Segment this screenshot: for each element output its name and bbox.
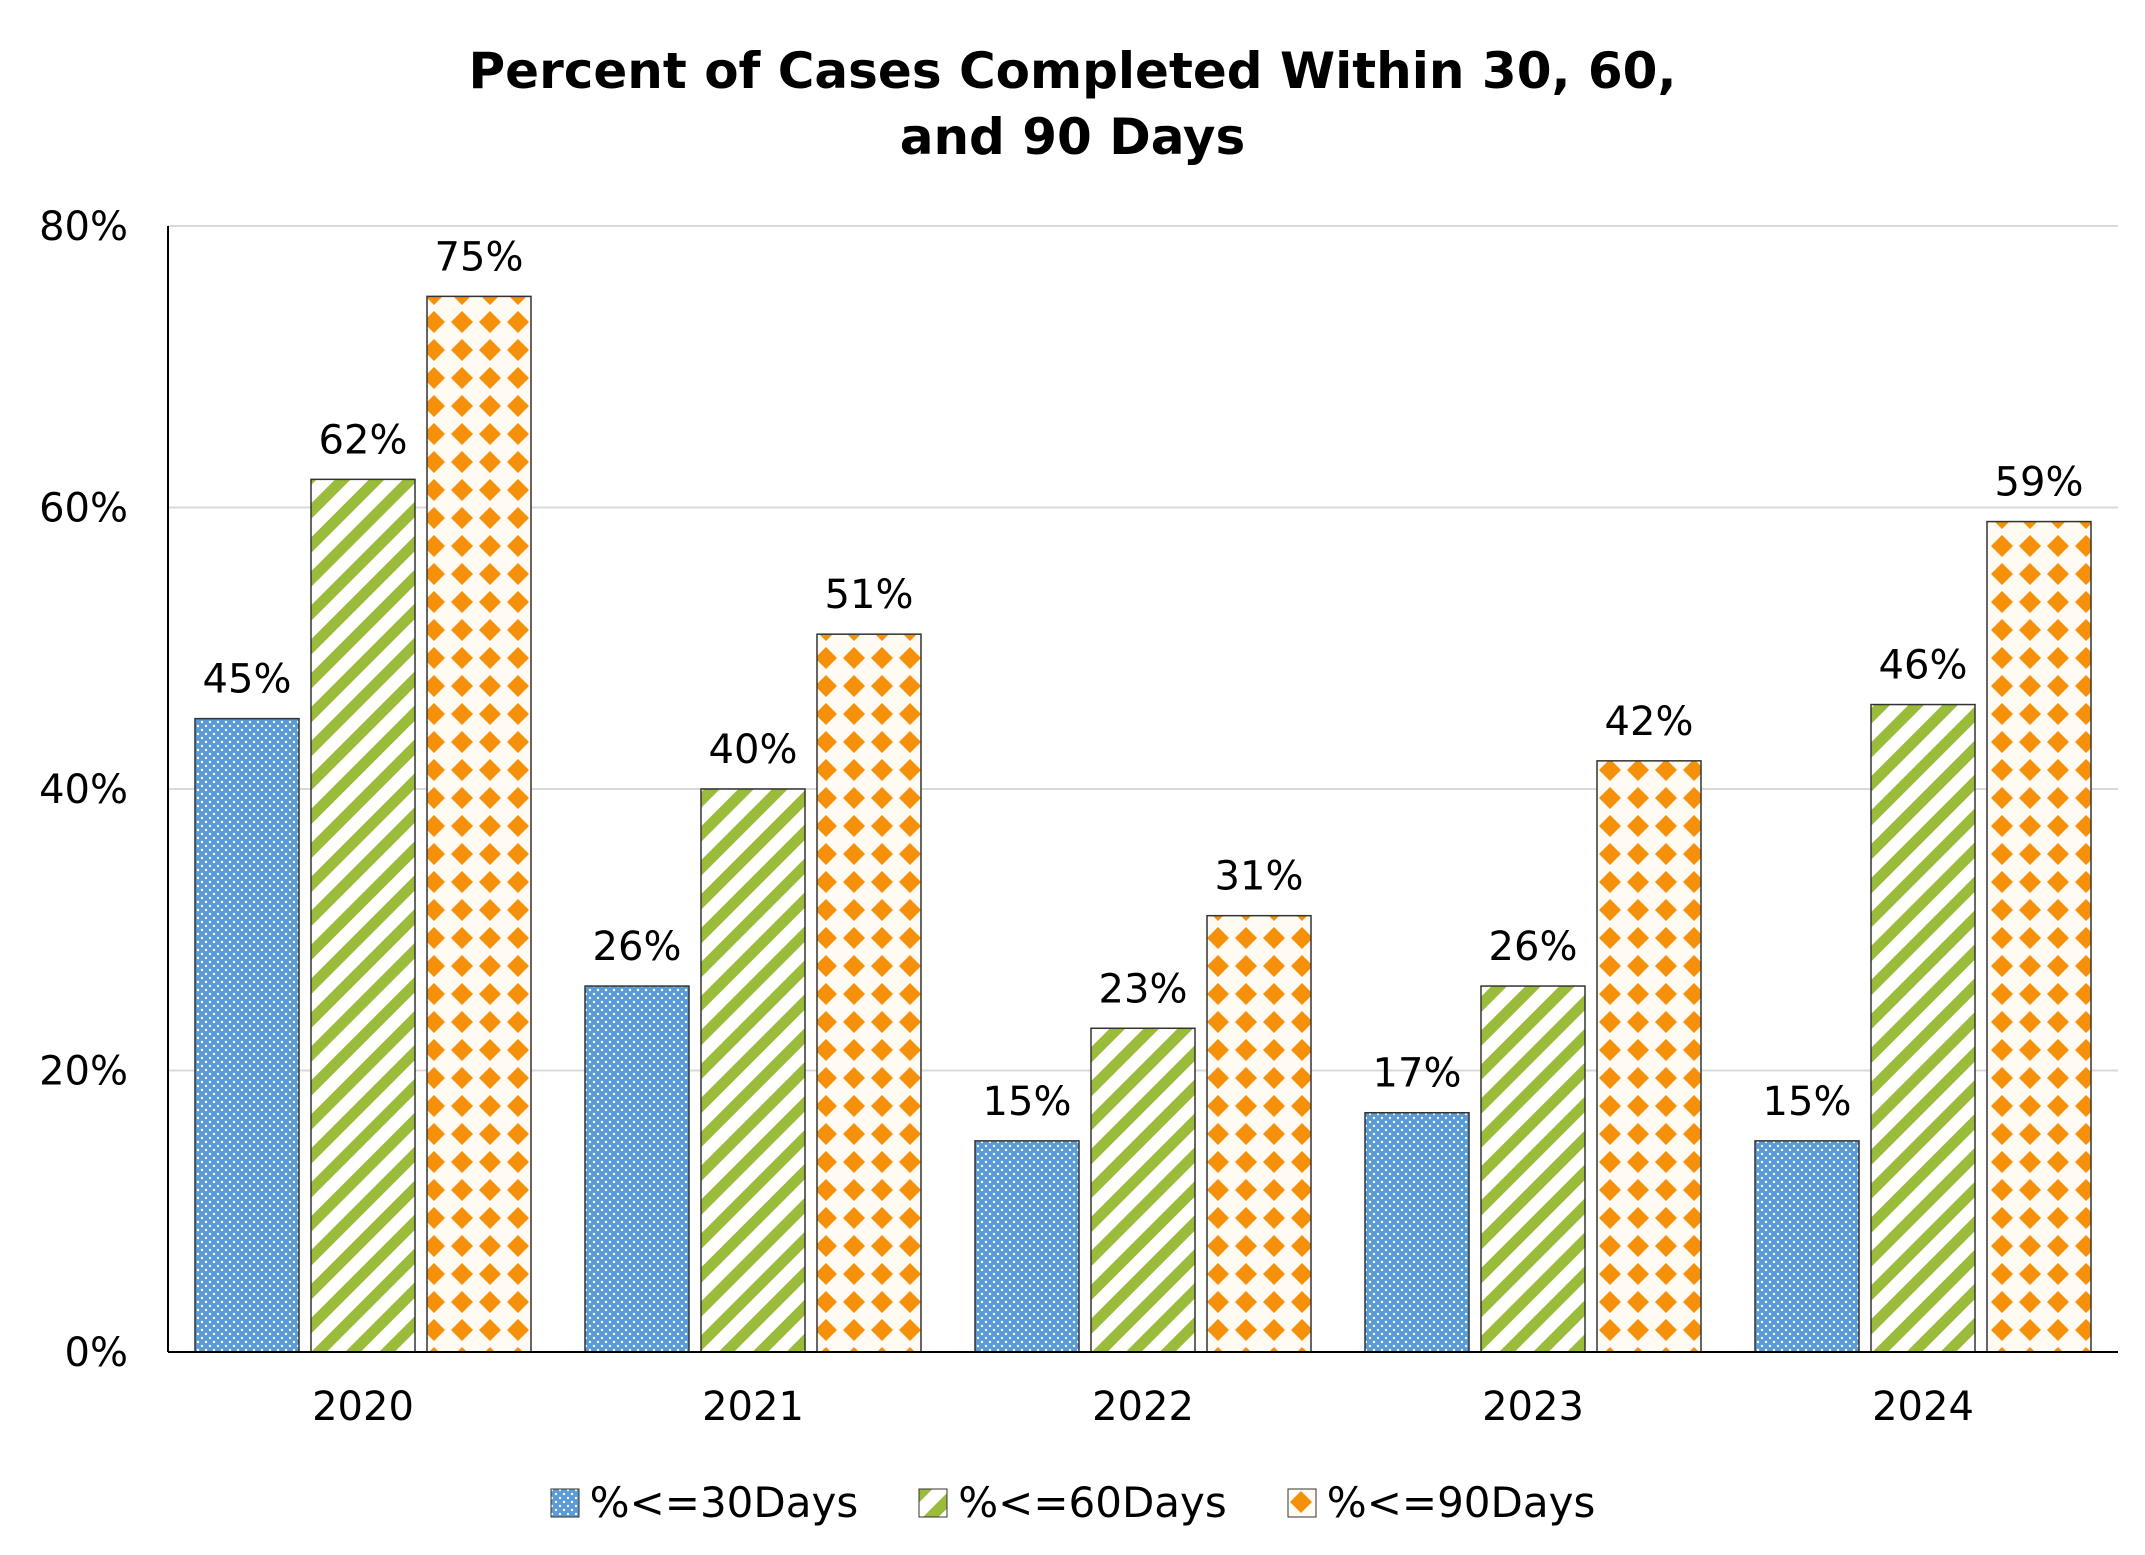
bar-2021-series-3	[816, 633, 922, 1353]
data-label: 45%	[203, 657, 292, 703]
x-tick-label: 2023	[1482, 1384, 1584, 1430]
bar-2024-series-2	[1870, 703, 1976, 1353]
data-label: 59%	[1995, 460, 2084, 506]
bar-2023-series-2	[1480, 985, 1586, 1353]
chart-title-line-1: Percent of Cases Completed Within 30, 60…	[468, 42, 1677, 100]
legend-swatch	[918, 1488, 948, 1517]
y-tick-label: 80%	[39, 204, 128, 250]
axes	[167, 226, 2118, 1353]
data-labels: 45% 62% 75% 26% 40% 51% 15% 23% 31% 17% 26% 42% 15% 4…	[203, 234, 2084, 1125]
data-label: 75%	[435, 234, 524, 280]
bar-2023-series-3	[1596, 760, 1702, 1353]
legend-label: %<=30Days	[589, 1478, 859, 1527]
bar-2023-series-1	[1364, 1111, 1470, 1353]
legend-item-series-3: %<=90Days	[1287, 1478, 1596, 1527]
x-tick-label: 2020	[312, 1384, 414, 1430]
x-tick-label: 2021	[702, 1384, 804, 1430]
bar-2021-series-2	[700, 788, 806, 1353]
data-label: 31%	[1215, 854, 1304, 900]
legend-item-series-1: %<=30Days	[550, 1478, 859, 1527]
legend-swatch	[1287, 1488, 1317, 1517]
data-label: 40%	[709, 727, 798, 773]
x-tick-labels: 2020 2021 2022 2023 2024	[312, 1384, 1974, 1430]
data-label: 15%	[983, 1079, 1072, 1125]
bar-2024-series-1	[1754, 1140, 1860, 1353]
x-tick-label: 2024	[1872, 1384, 1974, 1430]
bar-2021-series-1	[584, 985, 690, 1353]
x-tick-label: 2022	[1092, 1384, 1194, 1430]
legend-item-series-2: %<=60Days	[918, 1478, 1227, 1527]
data-label: 62%	[319, 417, 408, 463]
data-label: 15%	[1763, 1079, 1852, 1125]
legend-label: %<=90Days	[1326, 1478, 1596, 1527]
y-tick-label: 0%	[65, 1330, 128, 1376]
bar-2024-series-3	[1986, 520, 2092, 1353]
bar-2022-series-3	[1206, 914, 1312, 1353]
y-tick-label: 40%	[39, 767, 128, 813]
chart-title-line-2: and 90 Days	[899, 108, 1246, 166]
bar-2022-series-2	[1090, 1027, 1196, 1353]
y-tick-label: 60%	[39, 486, 128, 532]
bar-2022-series-1	[974, 1140, 1080, 1353]
chart-title: Percent of Cases Completed Within 30, 60…	[0, 38, 2145, 170]
y-tick-label: 20%	[39, 1049, 128, 1095]
data-label: 42%	[1605, 699, 1694, 745]
bar-2020-series-3	[426, 295, 532, 1353]
data-label: 46%	[1879, 643, 1968, 689]
data-label: 23%	[1099, 966, 1188, 1012]
legend-swatch	[550, 1488, 580, 1517]
data-label: 17%	[1373, 1051, 1462, 1097]
legend-label: %<=60Days	[958, 1478, 1227, 1527]
bars	[194, 295, 2092, 1353]
bar-2020-series-2	[310, 478, 416, 1353]
y-tick-labels: 0% 20% 40% 60% 80%	[39, 204, 128, 1376]
legend: %<=30Days %<=60Days %<=90Days	[0, 1478, 2145, 1527]
data-label: 26%	[593, 924, 682, 970]
bar-2020-series-1	[194, 717, 300, 1353]
data-label: 51%	[825, 572, 914, 618]
data-label: 26%	[1489, 924, 1578, 970]
